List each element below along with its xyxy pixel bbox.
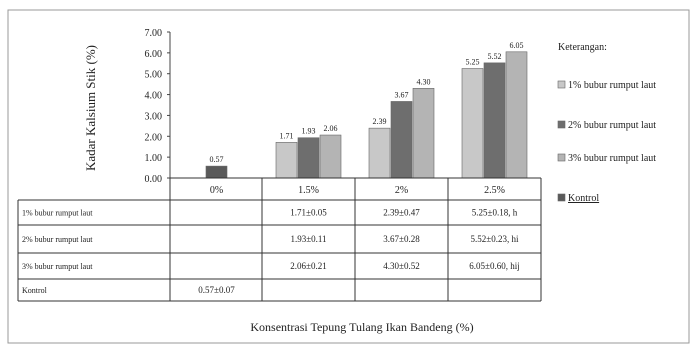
table-row-header: 1% bubur rumput laut <box>22 209 93 218</box>
bar <box>505 51 528 179</box>
legend-swatch <box>557 153 566 162</box>
y-tick-label: 4.00 <box>145 91 163 102</box>
bar-value-label: 5.25 <box>466 58 480 67</box>
bar-value-label: 1.93 <box>302 127 316 136</box>
table-cell: 2.06±0.21 <box>290 261 326 271</box>
data-table: 0% 1.5% 2% 2.5% 1% bubur rumput laut 1.71±0.0… <box>17 177 542 302</box>
bar <box>483 62 506 179</box>
bar <box>412 88 435 179</box>
table-cell: 5.52±0.23, hi <box>471 234 519 244</box>
legend-title: Keterangan: <box>558 42 607 53</box>
table-cell: 5.25±0.18, h <box>472 208 518 218</box>
bar <box>275 142 298 179</box>
bar-value-label: 5.52 <box>488 52 502 61</box>
bar-value-label: 0.57 <box>210 155 224 164</box>
x-axis-label: Konsentrasi Tepung Tulang Ikan Bandeng (… <box>250 320 473 334</box>
table-cell: 1.93±0.11 <box>290 234 326 244</box>
bar <box>390 101 413 179</box>
category-label: 1.5% <box>298 185 319 196</box>
legend: Keterangan: 1% bubur rumput laut 2% bubur … <box>557 42 656 204</box>
table-row-header: 3% bubur rumput laut <box>22 262 93 271</box>
legend-label: 3% bubur rumput laut <box>568 153 656 164</box>
bar <box>205 165 228 179</box>
bar-value-label: 3.67 <box>395 90 409 99</box>
legend-label: 2% bubur rumput laut <box>568 120 656 131</box>
table-cell: 1.71±0.05 <box>290 208 327 218</box>
figure-border <box>7 9 690 344</box>
y-tick-label: 6.00 <box>145 49 163 60</box>
bar-value-label: 6.05 <box>510 41 524 50</box>
legend-label: Kontrol <box>568 193 599 204</box>
table-cell: 3.67±0.28 <box>383 234 420 244</box>
bars: 0.57 1.71 1.93 2.06 2.39 3.67 4.30 5.25 5.52 6.05 <box>205 41 528 179</box>
y-axis-label: Kadar Kalsium Stik (%) <box>83 45 98 171</box>
table-cell: 2.39±0.47 <box>383 208 420 218</box>
bar-value-label: 4.30 <box>417 77 431 86</box>
y-axis: 0.00 1.00 2.00 3.00 4.00 5.00 6.00 7.00 <box>145 28 171 185</box>
table-row-header: 2% bubur rumput laut <box>22 235 93 244</box>
category-label: 2.5% <box>484 185 505 196</box>
legend-label: 1% bubur rumput laut <box>568 80 656 91</box>
table-cell: 4.30±0.52 <box>383 261 419 271</box>
y-tick-label: 5.00 <box>145 70 163 81</box>
table-cell: 6.05±0.60, hij <box>469 261 519 271</box>
bar <box>368 127 391 179</box>
bar <box>297 137 320 179</box>
y-tick-label: 2.00 <box>145 132 163 143</box>
y-tick-label: 3.00 <box>145 111 163 122</box>
table-cell: 0.57±0.07 <box>198 285 235 295</box>
bar <box>319 134 342 179</box>
category-label: 0% <box>210 185 223 196</box>
bar-value-label: 1.71 <box>280 131 294 140</box>
y-tick-label: 7.00 <box>145 28 163 39</box>
bar-value-label: 2.39 <box>373 117 387 126</box>
legend-swatch <box>557 80 566 89</box>
y-tick-label: 1.00 <box>145 153 163 164</box>
table-row-header: Kontrol <box>22 286 48 295</box>
bar-value-label: 2.06 <box>324 124 338 133</box>
legend-swatch <box>557 120 566 129</box>
bar <box>461 68 484 179</box>
legend-swatch <box>557 193 566 202</box>
y-tick-label: 0.00 <box>145 174 163 185</box>
category-label: 2% <box>395 185 408 196</box>
